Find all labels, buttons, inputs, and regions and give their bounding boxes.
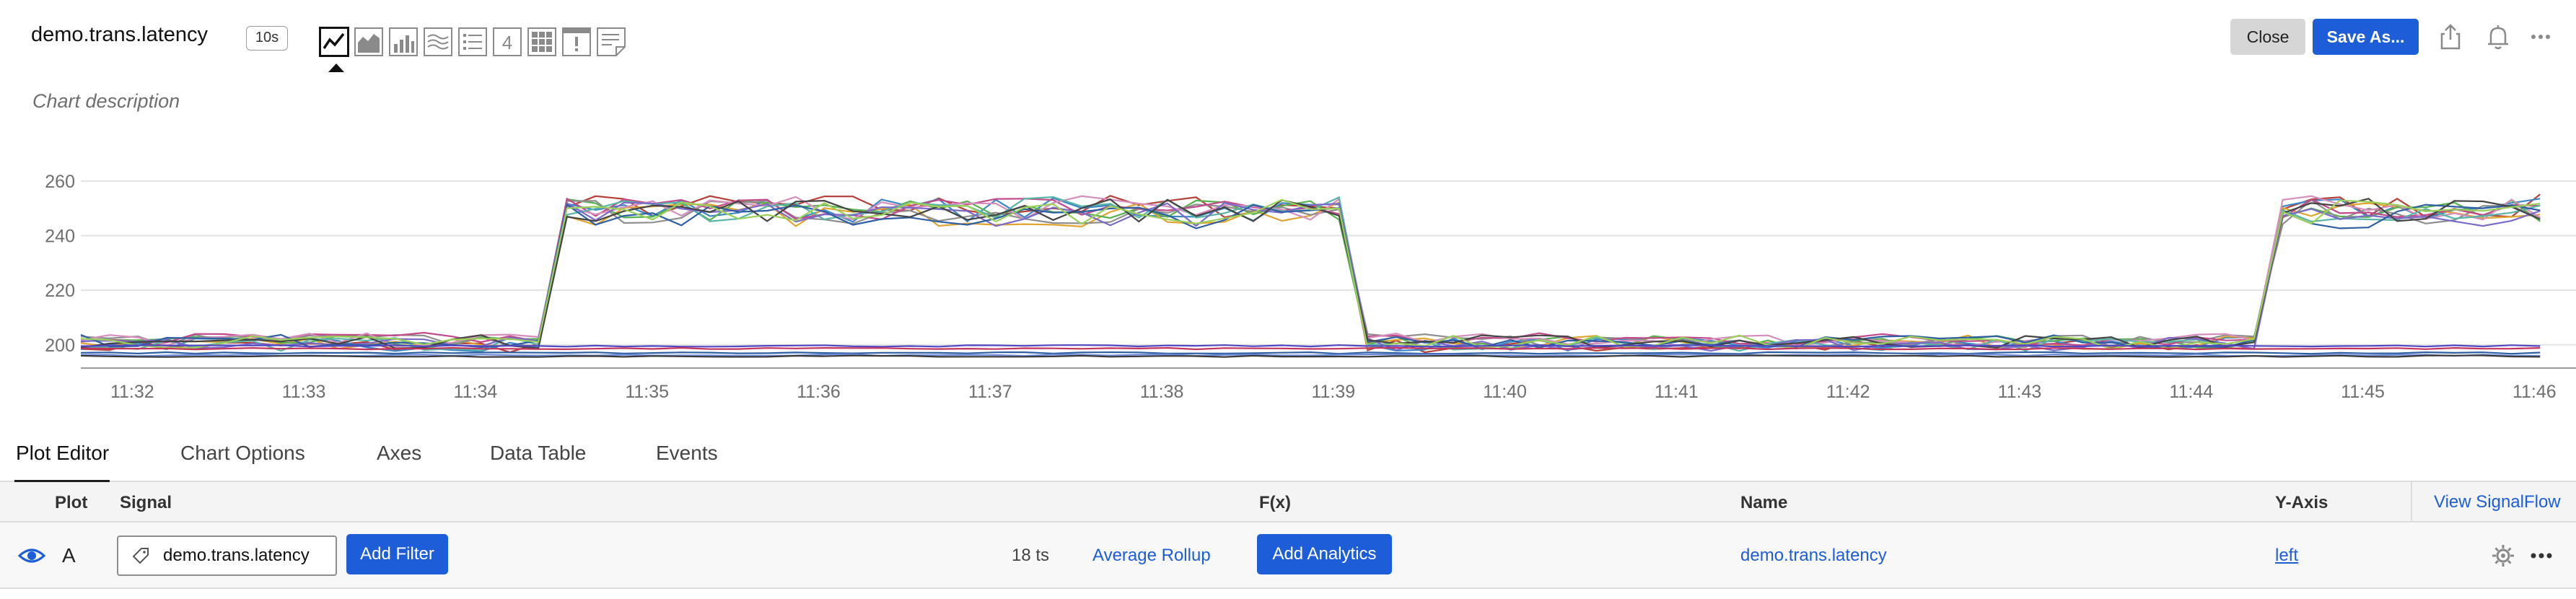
x-tick-label: 11:44 [2169,382,2213,402]
header-plot: Plot [55,493,88,512]
tab-data-table[interactable]: Data Table [490,442,587,464]
x-tick-label: 11:36 [797,382,841,402]
y-tick-label: 200 [45,336,75,356]
histogram-chart-icon[interactable] [422,26,454,58]
x-tick-label: 11:34 [454,382,498,402]
heatmap-icon[interactable] [526,26,558,58]
event-feed-icon[interactable] [561,26,592,58]
series-line [80,197,2541,352]
y-tick-label: 220 [45,281,75,301]
visualization-type-bar: 4 [318,26,627,58]
tab-plot-editor[interactable]: Plot Editor [16,442,110,464]
editor-tabs: Plot Editor Chart Options Axes Data Tabl… [0,433,2576,483]
baseline-series-line [80,351,2541,355]
signal-value: demo.trans.latency [163,546,310,565]
x-tick-label: 11:46 [2513,382,2557,402]
x-tick-label: 11:43 [1998,382,2042,402]
line-chart-icon[interactable] [318,26,350,58]
rollup-link[interactable]: Average Rollup [1092,546,1211,565]
x-axis-ticks: 11:32 11:33 11:34 11:35 11:36 11:37 11:38 11:39… [110,382,2557,402]
add-analytics-button[interactable]: Add Analytics [1257,534,1392,574]
x-tick-label: 11:45 [2341,382,2385,402]
area-chart-icon[interactable] [353,26,385,58]
tab-events[interactable]: Events [656,442,718,464]
header-fx: F(x) [1259,493,1291,512]
view-signalflow-link[interactable]: View SignalFlow [2411,482,2576,523]
x-tick-label: 11:37 [968,382,1012,402]
column-chart-icon[interactable] [387,26,419,58]
baseline-series-line [80,344,2541,348]
x-tick-label: 11:39 [1311,382,1355,402]
single-value-text: 4 [502,32,512,53]
tag-icon [132,548,149,564]
close-button[interactable]: Close [2230,19,2305,55]
bell-icon[interactable] [2480,19,2516,55]
series-line [80,198,2541,349]
series-line [80,201,2541,350]
signal-input[interactable]: demo.trans.latency [117,535,337,576]
gear-icon[interactable] [2490,543,2516,569]
baseline-series-line [80,354,2541,358]
series-line [80,198,2541,350]
timeseries-count: 18 ts [1012,546,1050,565]
eye-icon[interactable] [17,543,46,569]
list-chart-icon[interactable] [457,26,489,58]
y-tick-label: 240 [45,227,75,247]
chart-series [80,193,2541,358]
baseline-series-line [80,353,2541,357]
x-tick-label: 11:33 [282,382,326,402]
series-line [80,197,2541,346]
series-line [80,195,2541,347]
share-icon[interactable] [2432,19,2468,55]
x-tick-label: 11:42 [1826,382,1870,402]
x-tick-label: 11:41 [1655,382,1699,402]
series-line [80,203,2541,349]
y-axis-selector[interactable]: left [2275,546,2299,565]
x-tick-label: 11:40 [1483,382,1527,402]
active-tab-underline [14,480,110,483]
add-filter-button[interactable]: Add Filter [346,534,448,574]
more-icon[interactable] [2523,19,2559,55]
series-line [80,201,2541,352]
y-tick-label: 260 [45,172,75,192]
plot-table-header: Plot Signal F(x) Name Y-Axis View Signal… [0,482,2576,523]
single-value-icon[interactable]: 4 [491,26,523,58]
row-more-icon[interactable] [2527,543,2556,569]
plot-name-link[interactable]: demo.trans.latency [1740,546,1887,565]
chart-title[interactable]: demo.trans.latency [31,23,209,46]
chart-description[interactable]: Chart description [32,90,180,112]
tab-axes[interactable]: Axes [377,442,422,464]
tab-chart-options[interactable]: Chart Options [180,442,305,464]
header-name: Name [1740,493,1788,512]
x-tick-label: 11:35 [625,382,669,402]
text-note-icon[interactable] [595,26,627,58]
plot-letter: A [62,544,76,567]
series-line [80,193,2541,354]
y-axis-ticks: 200 220 240 260 [45,172,75,356]
series-line [80,198,2541,349]
resolution-badge: 10s [246,26,288,51]
plot-row: A demo.trans.latency Add Filter 18 ts Av… [0,523,2576,589]
header-signal: Signal [120,493,172,512]
header-y-axis: Y-Axis [2275,493,2329,512]
x-tick-label: 11:38 [1140,382,1184,402]
series-line [80,198,2541,350]
baseline-series-line [80,346,2541,351]
active-viz-caret [328,64,344,72]
x-tick-label: 11:32 [110,382,154,402]
save-as-button[interactable]: Save As... [2313,19,2419,55]
